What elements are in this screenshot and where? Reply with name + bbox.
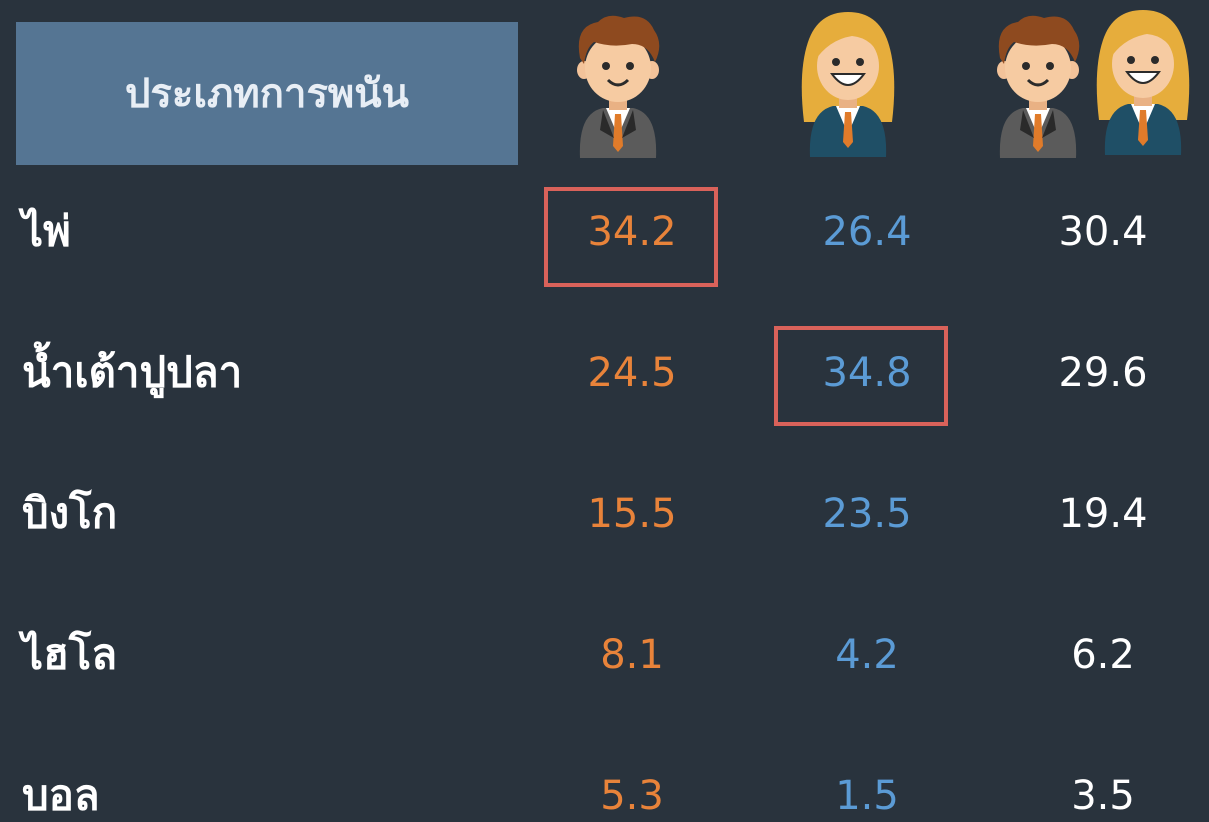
female-value: 34.8 bbox=[822, 350, 911, 396]
female-value: 4.2 bbox=[835, 632, 899, 678]
row-label: บอล bbox=[22, 771, 100, 820]
female-value: 26.4 bbox=[822, 209, 911, 255]
total-value: 6.2 bbox=[1071, 632, 1135, 678]
male-value: 15.5 bbox=[587, 491, 676, 537]
male-value: 34.2 bbox=[587, 209, 676, 255]
female-icon bbox=[1095, 9, 1191, 156]
highlight-box bbox=[774, 326, 948, 426]
male-value: 24.5 bbox=[587, 350, 676, 396]
total-value: 19.4 bbox=[1058, 491, 1147, 537]
row-label: ไพ่ bbox=[18, 207, 71, 256]
row-label: น้ำเต้าปูปลา bbox=[22, 341, 242, 399]
male-icon bbox=[995, 14, 1081, 160]
highlight-box bbox=[544, 187, 718, 287]
male-icon bbox=[575, 14, 661, 160]
header-title: ประเภทการพนัน bbox=[125, 71, 409, 117]
male-value: 8.1 bbox=[600, 632, 664, 678]
total-value: 29.6 bbox=[1058, 350, 1147, 396]
male-value: 5.3 bbox=[600, 773, 664, 819]
header-box bbox=[16, 22, 518, 165]
female-icon bbox=[800, 11, 896, 158]
row-label: บิงโก bbox=[22, 489, 117, 538]
female-value: 23.5 bbox=[822, 491, 911, 537]
total-value: 3.5 bbox=[1071, 773, 1135, 819]
total-value: 30.4 bbox=[1058, 209, 1147, 255]
row-label: ไฮโล bbox=[18, 630, 117, 679]
female-value: 1.5 bbox=[835, 773, 899, 819]
